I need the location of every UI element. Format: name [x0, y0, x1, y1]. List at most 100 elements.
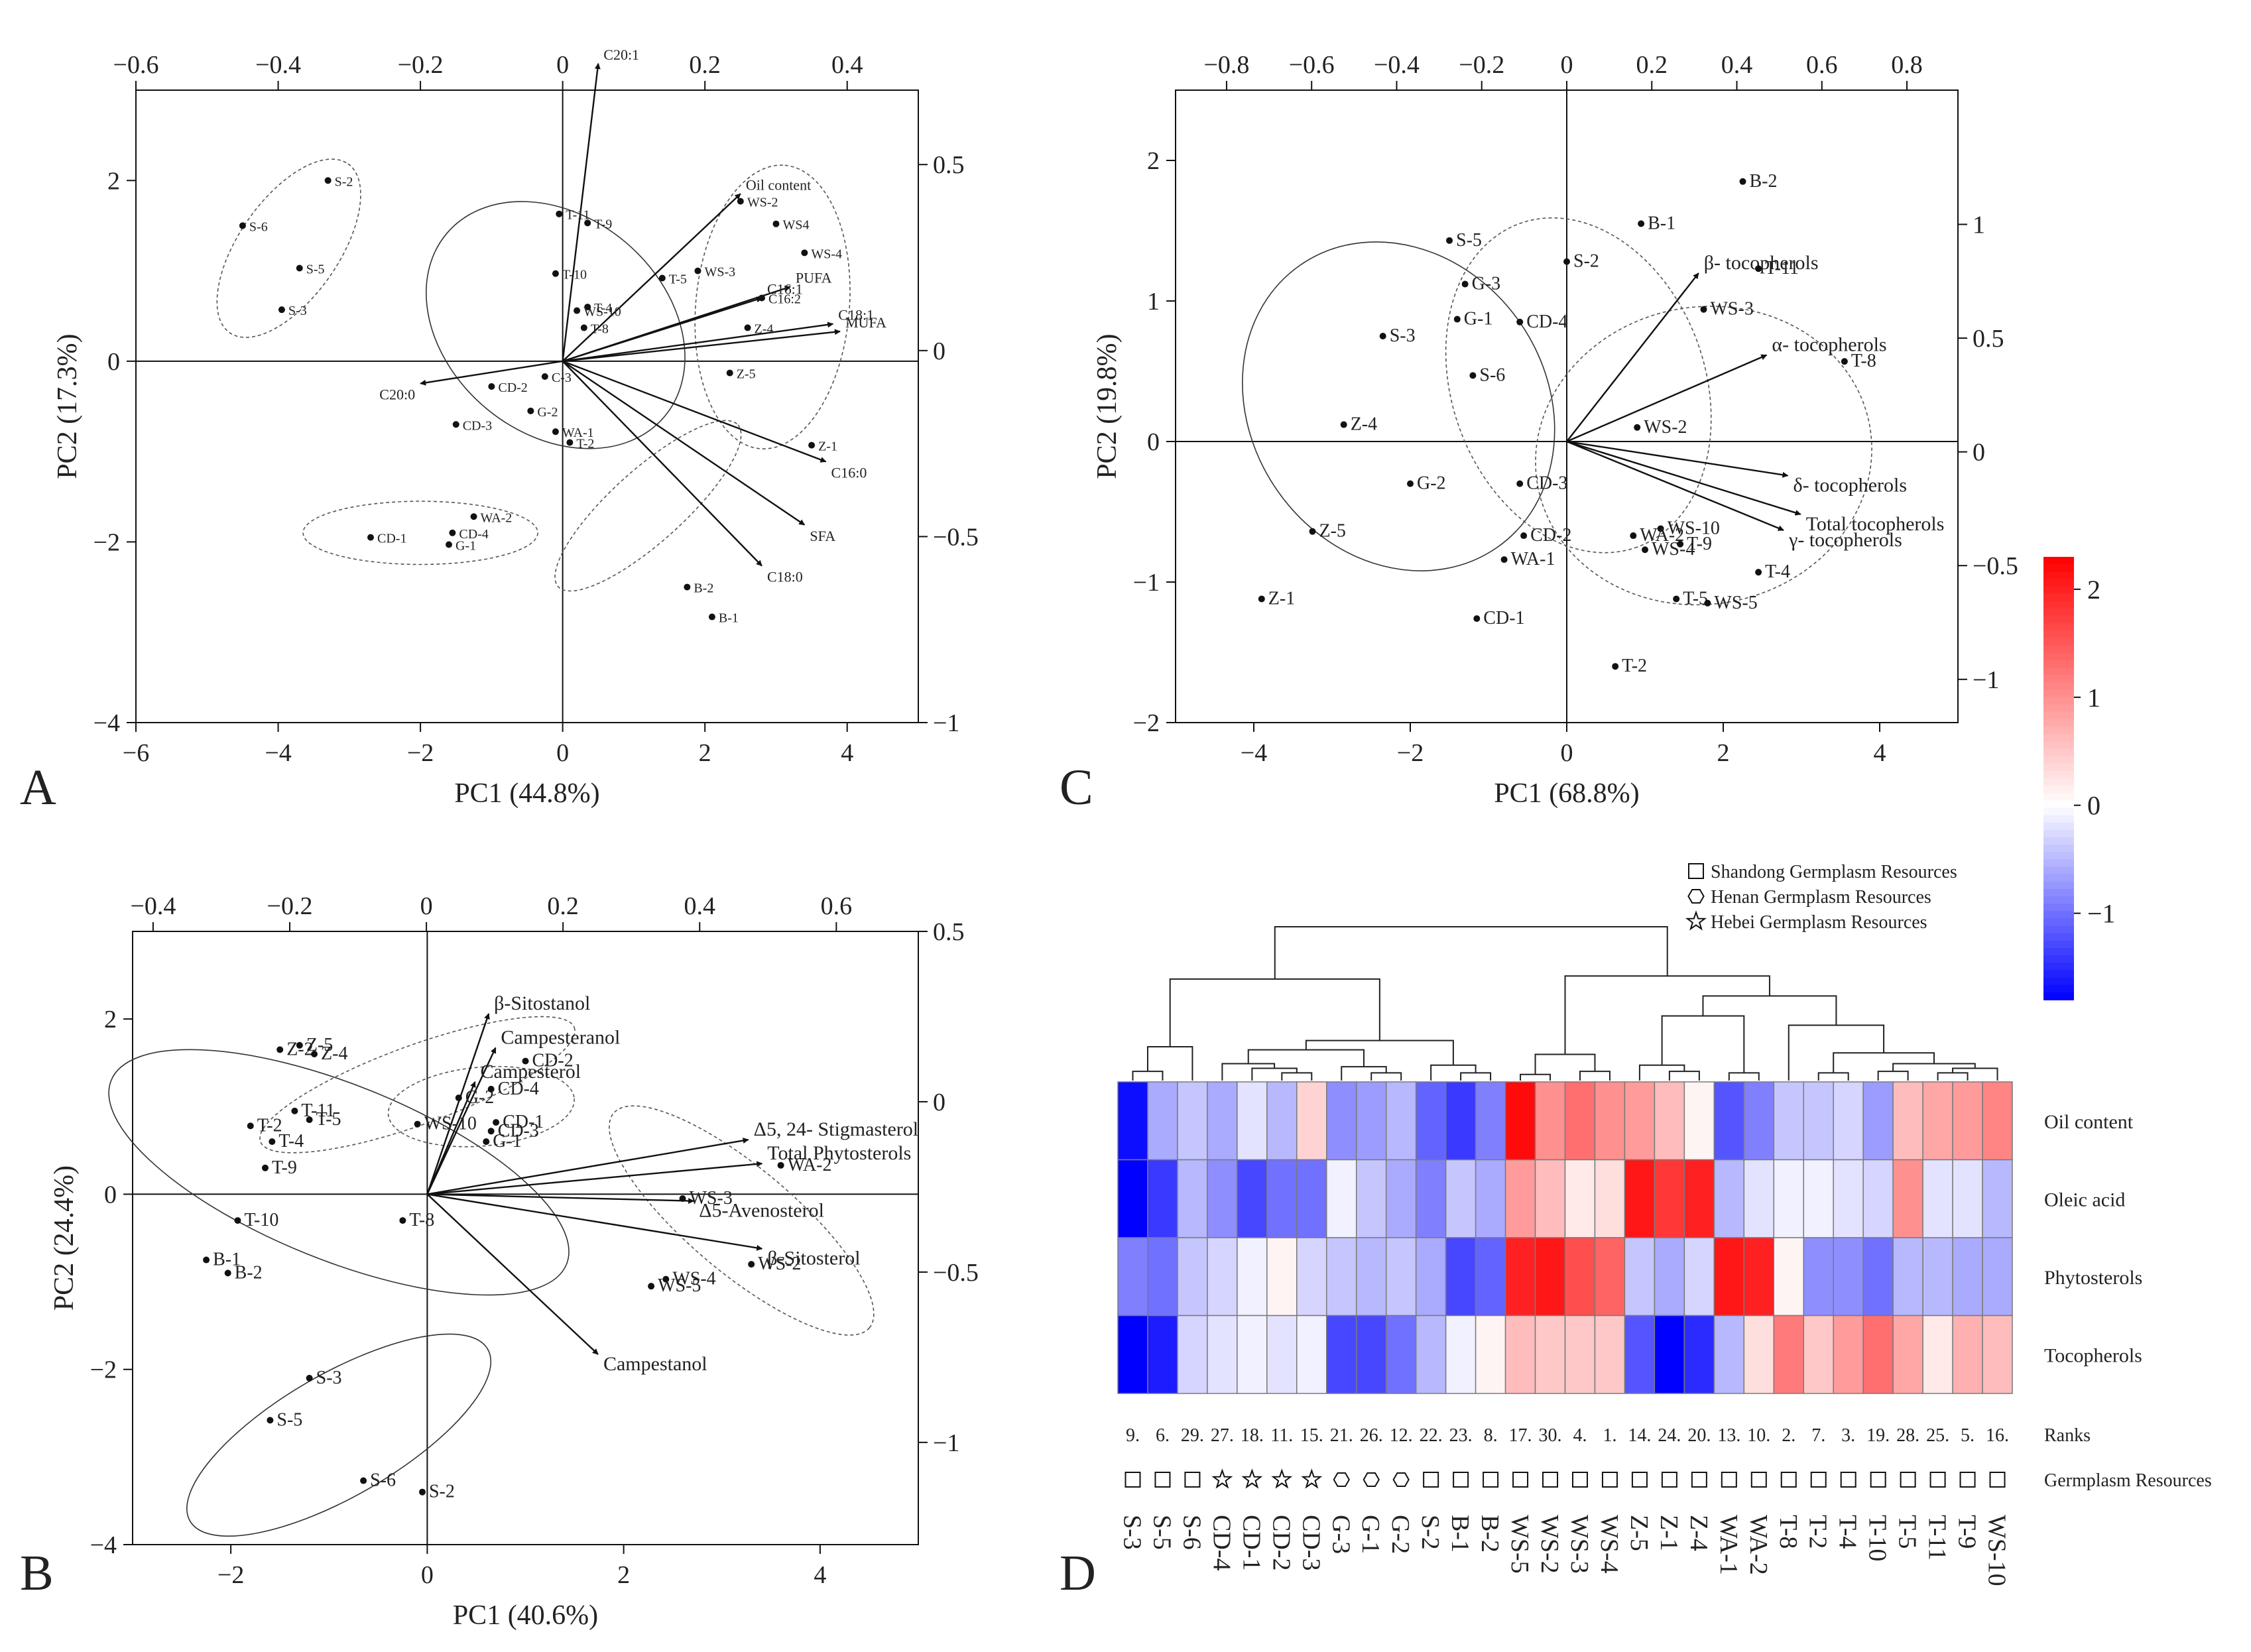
heatmap-cell — [1624, 1159, 1656, 1238]
score-point-cd-1 — [493, 1119, 500, 1126]
score-label-cd-1: CD-1 — [503, 1112, 544, 1132]
rank-label: 6. — [1156, 1425, 1170, 1446]
loading-label-tocopherols: δ- tocopherols — [1793, 474, 1907, 496]
score-label-t-9: T-9 — [594, 217, 612, 231]
color-bar-segment — [2043, 896, 2074, 905]
panel-label-d: D — [1060, 1545, 1096, 1601]
score-label-t-4: T-4 — [594, 301, 612, 316]
loading-label-mufa: MUFA — [845, 314, 886, 331]
y-tick-label: 2 — [104, 1006, 117, 1033]
loading-vector-campesteranol — [426, 1047, 497, 1195]
loading-label-c16-1: C16:1 — [767, 280, 803, 297]
top-tick-label: 0.6 — [821, 892, 853, 920]
column-label-wa-1: WA-1 — [1715, 1515, 1742, 1575]
top-tick-label: 0.4 — [831, 51, 863, 79]
heatmap-cell — [1862, 1315, 1894, 1394]
score-label-z-4: Z-4 — [1351, 414, 1377, 435]
score-point-s-2 — [418, 1488, 426, 1496]
loading-label-tocopherols: α- tocopherols — [1772, 334, 1886, 356]
heatmap-cell — [1922, 1237, 1953, 1317]
score-label-wa-2: WA-2 — [481, 510, 513, 525]
group-ellipse — [108, 1049, 570, 1296]
y-tick-label: 1 — [1147, 288, 1160, 316]
color-bar-label: 1 — [2087, 683, 2100, 713]
loading-label-c18-0: C18:0 — [767, 569, 803, 585]
panel-labels: A B C D — [20, 760, 1096, 1601]
column-label-t-5: T-5 — [1894, 1515, 1921, 1549]
score-label-s-5: S-5 — [276, 1409, 302, 1430]
legend-label-henan-germplasm-resources: Henan Germplasm Resources — [1711, 887, 1931, 908]
score-point-s-6 — [1469, 372, 1477, 379]
score-label-ws-4: WS-4 — [811, 247, 842, 261]
score-point-t-8 — [580, 324, 587, 331]
score-point-t-8 — [399, 1217, 406, 1224]
color-bar-label: 2 — [2087, 575, 2100, 605]
dendrogram-branch — [1305, 1039, 1454, 1065]
heatmap-cell — [1475, 1081, 1506, 1161]
rank-label: 11. — [1270, 1425, 1293, 1446]
column-label-g-1: G-1 — [1357, 1515, 1384, 1554]
score-point-ws-5 — [648, 1283, 655, 1290]
heatmap-cell — [1803, 1237, 1834, 1317]
heatmap-cell — [1922, 1081, 1953, 1161]
color-bar-segment — [2043, 704, 2074, 713]
top-tick-label: −0.2 — [1459, 51, 1504, 79]
color-bar-segment — [2043, 970, 2074, 978]
row-label-oleic-acid: Oleic acid — [2044, 1189, 2125, 1210]
legend-label-hebei-germplasm-resources: Hebei Germplasm Resources — [1711, 912, 1927, 933]
x-tick-label: 4 — [1874, 739, 1886, 767]
score-point-b-2 — [684, 583, 691, 591]
score-point-t-4 — [1755, 569, 1762, 576]
score-point-s-2 — [1563, 258, 1570, 265]
score-point-ws-2 — [1634, 424, 1641, 431]
color-bar-segment — [2043, 822, 2074, 831]
loading-vector-c18-1 — [562, 322, 834, 363]
color-bar-segment — [2043, 630, 2074, 639]
heatmap-cell — [1534, 1237, 1566, 1317]
score-point-s-5 — [296, 265, 303, 272]
score-label-b-2: B-2 — [1750, 171, 1778, 192]
loading-vector-total-tocopherols — [1566, 440, 1801, 516]
top-tick-label: −0.2 — [398, 51, 444, 79]
heatmap-cell — [1177, 1237, 1208, 1317]
y-tick-label: 2 — [1147, 147, 1160, 175]
score-point-t-5 — [306, 1116, 313, 1124]
heatmap-cell — [1385, 1315, 1417, 1394]
score-label-ws-3: WS-3 — [704, 265, 735, 280]
loading-vector-5-24-stigmasterol — [427, 1138, 749, 1195]
score-point-cd-3 — [1516, 480, 1524, 487]
column-label-t-10: T-10 — [1864, 1515, 1892, 1561]
heatmap-cell — [1624, 1081, 1656, 1161]
heatmap-cell — [1624, 1237, 1656, 1317]
color-bar-segment — [2043, 807, 2074, 816]
loading-label-oil-content: Oil content — [746, 176, 811, 193]
heatmap-cell — [1564, 1159, 1596, 1238]
color-bar-segment — [2043, 837, 2074, 846]
color-bar-segment — [2043, 675, 2074, 683]
score-label-t-8: T-8 — [591, 322, 609, 336]
heatmap-cell — [1654, 1237, 1685, 1317]
score-label-t-11: T-11 — [566, 208, 589, 223]
top-tick-label: 0 — [1561, 51, 1573, 79]
color-bar-segment — [2043, 845, 2074, 853]
x-tick-label: −2 — [217, 1561, 244, 1589]
dendrogram-branch — [1702, 995, 1837, 1026]
right-tick-label: −1 — [933, 709, 959, 737]
heatmap-cell — [1266, 1237, 1298, 1317]
loading-vector-c20-1 — [562, 63, 601, 361]
germplasm-shape-star — [1211, 1468, 1233, 1489]
score-label-t-9: T-9 — [272, 1157, 297, 1178]
heatmap-cell — [1445, 1237, 1477, 1317]
heatmap-cell — [1654, 1159, 1685, 1238]
heatmap-cell — [1445, 1315, 1477, 1394]
rank-label: 19. — [1866, 1425, 1890, 1446]
score-label-t-8: T-8 — [409, 1210, 434, 1230]
heatmap-cell — [1862, 1237, 1894, 1317]
score-point-t-11 — [1755, 265, 1762, 272]
dendrogram-branch — [1638, 1064, 1685, 1081]
score-point-t-11 — [291, 1107, 298, 1114]
heatmap-cell — [1833, 1237, 1864, 1317]
column-label-b-2: B-2 — [1476, 1515, 1504, 1553]
score-label-t-2: T-2 — [576, 437, 594, 451]
color-bar-segment — [2043, 734, 2074, 742]
